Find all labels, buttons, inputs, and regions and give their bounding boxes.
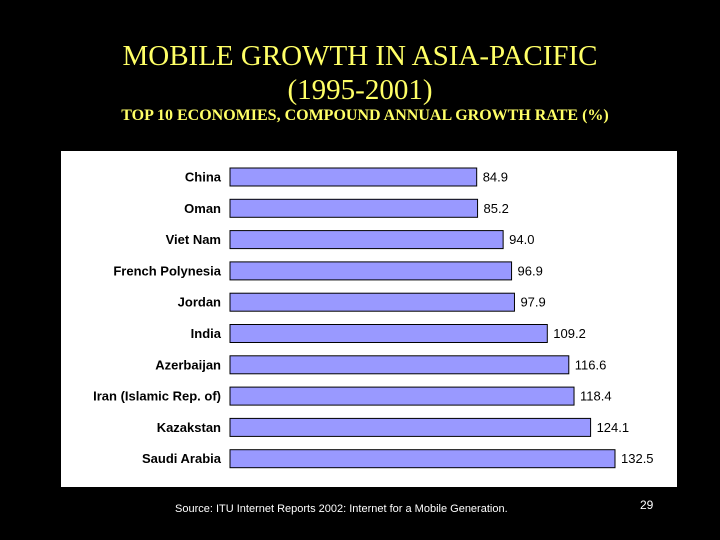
category-label-french-polynesia: French Polynesia [113,263,221,278]
bar-azerbaijan [229,355,570,375]
value-label-azerbaijan: 116.6 [575,357,607,372]
bar-saudi-arabia [229,449,616,469]
value-label-iran-islamic-rep-of: 118.4 [580,389,612,404]
source-note: Source: ITU Internet Reports 2002: Inter… [175,503,508,515]
bar-kazakstan [229,417,592,437]
value-label-kazakstan: 124.1 [597,420,630,435]
category-label-china: China [185,170,222,185]
category-label-oman: Oman [184,201,221,216]
bar-jordan [229,292,515,312]
bar-china [229,167,478,187]
value-label-india: 109.2 [553,326,586,341]
category-label-viet-nam: Viet Nam [166,232,221,247]
bar-oman [229,198,479,218]
value-label-viet-nam: 94.0 [509,232,534,247]
chart-panel: China 84.9 Oman 85.2 Viet Nam 94.0 French Poly… [61,151,677,487]
value-label-china: 84.9 [483,170,508,185]
value-label-oman: 85.2 [484,201,509,216]
page-number: 29 [640,498,654,512]
value-label-saudi-arabia: 132.5 [621,451,654,466]
bar-viet-nam [229,230,504,250]
category-label-saudi-arabia: Saudi Arabia [142,451,222,466]
slide-subtitle: TOP 10 ECONOMIES, COMPOUND ANNUAL GROWTH… [121,107,609,124]
bar-iran-islamic-rep-of [229,386,575,406]
bar-india [229,324,548,343]
bar-chart: China 84.9 Oman 85.2 Viet Nam 94.0 French Poly… [93,167,654,469]
category-label-india: India [191,326,222,341]
slide-title-years: (1995-2001) [287,74,433,106]
value-label-jordan: 97.9 [520,295,545,310]
category-label-jordan: Jordan [178,295,221,310]
value-label-french-polynesia: 96.9 [518,263,543,278]
category-label-azerbaijan: Azerbaijan [155,357,221,372]
category-label-kazakstan: Kazakstan [157,420,221,435]
bar-french-polynesia [229,261,513,281]
category-label-iran-islamic-rep-of: Iran (Islamic Rep. of) [93,389,221,404]
slide-title: MOBILE GROWTH IN ASIA-PACIFIC [122,40,598,72]
